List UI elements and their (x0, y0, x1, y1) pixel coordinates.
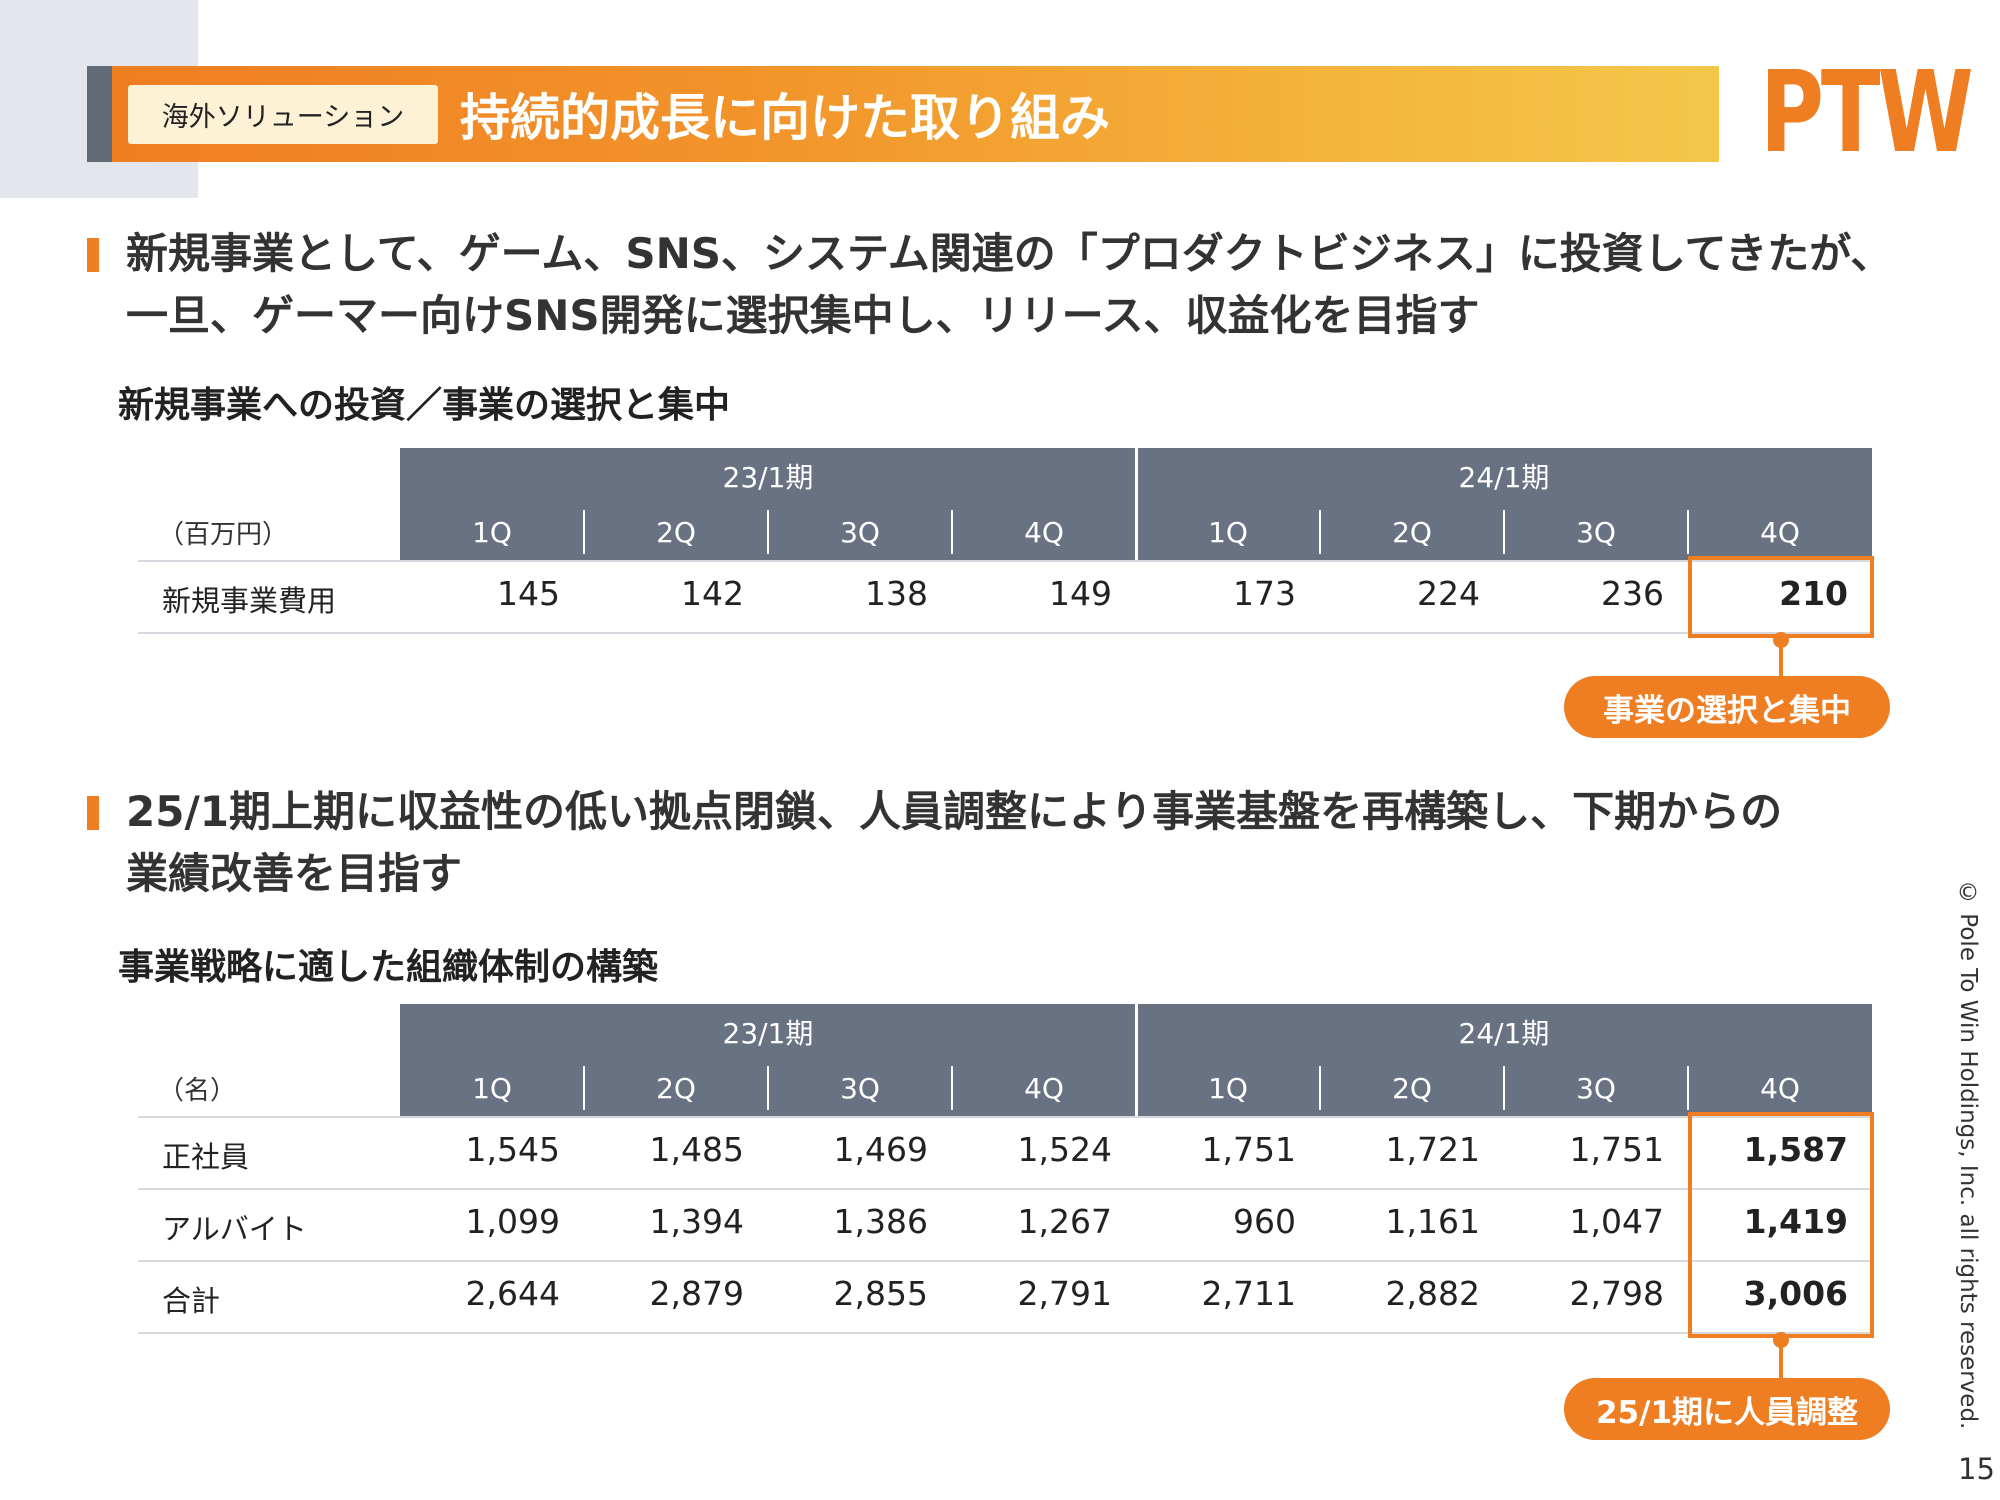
row-label: 合計 (162, 1284, 221, 1318)
quarter-header: 4Q (1688, 1060, 1872, 1116)
table-1-heading: 新規事業への投資／事業の選択と集中 (118, 385, 731, 426)
quarter-divider (583, 1066, 585, 1110)
bullet-2-line-1: 25/1期上期に収益性の低い拠点閉鎖、人員調整により事業基盤を再構築し、下期から… (126, 787, 1783, 836)
row-label: アルバイト (162, 1212, 307, 1246)
table-cell: 149 (1049, 574, 1112, 613)
quarter-divider (767, 510, 769, 554)
table-cell: 145 (497, 574, 560, 613)
bullet-2-line-2: 業績改善を目指す (126, 849, 463, 898)
table-cell: 138 (865, 574, 928, 613)
quarter-divider (1503, 510, 1505, 554)
table-cell: 2,879 (649, 1274, 744, 1313)
table-cell: 3,006 (1743, 1274, 1848, 1313)
table-cell: 142 (681, 574, 744, 613)
row-label: 正社員 (162, 1140, 250, 1174)
period-header: 24/1期 (1136, 448, 1872, 504)
table-cell: 1,047 (1569, 1202, 1664, 1241)
quarter-header: 1Q (1136, 1060, 1320, 1116)
table-cell: 1,267 (1017, 1202, 1112, 1241)
callout-badge: 事業の選択と集中 (1564, 676, 1890, 738)
bullet-marker (87, 238, 99, 272)
table-cell: 1,751 (1201, 1130, 1296, 1169)
table-cell: 2,644 (465, 1274, 560, 1313)
highlight-box (1688, 1112, 1874, 1338)
quarter-header: 2Q (1320, 1060, 1504, 1116)
table-cell: 1,386 (833, 1202, 928, 1241)
table-cell: 1,485 (649, 1130, 744, 1169)
bullet-marker (87, 796, 99, 830)
table-cell: 236 (1601, 574, 1664, 613)
quarter-header: 2Q (584, 504, 768, 560)
unit-label: （百万円） (158, 520, 289, 550)
period-header: 23/1期 (400, 448, 1136, 504)
table-cell: 1,469 (833, 1130, 928, 1169)
table-rule (138, 1188, 1872, 1190)
table-cell: 210 (1779, 574, 1848, 613)
quarter-header: 4Q (952, 1060, 1136, 1116)
table-cell: 1,394 (649, 1202, 744, 1241)
quarter-header: 3Q (768, 1060, 952, 1116)
table-cell: 224 (1417, 574, 1480, 613)
row-label: 新規事業費用 (162, 584, 337, 618)
title-bar-edge (87, 66, 112, 162)
quarter-divider (1319, 1066, 1321, 1110)
callout-connector (1779, 638, 1783, 676)
table-cell: 1,524 (1017, 1130, 1112, 1169)
quarter-header: 2Q (1320, 504, 1504, 560)
quarter-header: 3Q (1504, 1060, 1688, 1116)
period-header: 24/1期 (1136, 1004, 1872, 1060)
bullet-1-line-2: 一旦、ゲーマー向けSNS開発に選択集中し、リリース、収益化を目指す (126, 291, 1480, 340)
period-divider (1135, 448, 1138, 560)
quarter-divider (767, 1066, 769, 1110)
table-cell: 1,099 (465, 1202, 560, 1241)
unit-label: （名） (158, 1076, 237, 1106)
page-number: 15 (1958, 1452, 1995, 1486)
table-rule (138, 1116, 1872, 1118)
callout-badge: 25/1期に人員調整 (1564, 1378, 1890, 1440)
quarter-header: 3Q (768, 504, 952, 560)
table-rule (138, 1332, 1872, 1334)
quarter-divider (951, 1066, 953, 1110)
quarter-header: 4Q (1688, 504, 1872, 560)
quarter-header: 3Q (1504, 504, 1688, 560)
table-cell: 1,419 (1743, 1202, 1848, 1241)
table-cell: 1,161 (1385, 1202, 1480, 1241)
table-cell: 1,751 (1569, 1130, 1664, 1169)
quarter-header: 4Q (952, 504, 1136, 560)
page-title: 持続的成長に向けた取り組み (460, 89, 1110, 147)
table-rule (138, 632, 1872, 634)
quarter-divider (1687, 510, 1689, 554)
category-tag: 海外ソリューション (128, 85, 438, 144)
table-cell: 2,791 (1017, 1274, 1112, 1313)
table-cell: 173 (1233, 574, 1296, 613)
copyright-notice: © Pole To Win Holdings, Inc. all rights … (1955, 880, 1981, 1430)
highlight-box (1688, 556, 1874, 638)
period-divider (1135, 1004, 1138, 1116)
ptw-logo: PTW (1760, 48, 1974, 178)
bullet-1-line-1: 新規事業として、ゲーム、SNS、システム関連の「プロダクトビジネス」に投資してき… (126, 229, 1893, 278)
table-2-heading: 事業戦略に適した組織体制の構築 (118, 947, 659, 988)
table-cell: 1,721 (1385, 1130, 1480, 1169)
table-cell: 2,798 (1569, 1274, 1664, 1313)
quarter-header: 1Q (400, 504, 584, 560)
quarter-header: 2Q (584, 1060, 768, 1116)
table-rule (138, 1260, 1872, 1262)
quarter-divider (1687, 1066, 1689, 1110)
quarter-divider (951, 510, 953, 554)
table-cell: 960 (1233, 1202, 1296, 1241)
table-cell: 2,711 (1201, 1274, 1296, 1313)
quarter-header: 1Q (400, 1060, 584, 1116)
callout-connector (1779, 1338, 1783, 1378)
table-cell: 1,545 (465, 1130, 560, 1169)
period-header: 23/1期 (400, 1004, 1136, 1060)
table-cell: 1,587 (1743, 1130, 1848, 1169)
quarter-divider (1503, 1066, 1505, 1110)
quarter-divider (1319, 510, 1321, 554)
table-cell: 2,882 (1385, 1274, 1480, 1313)
table-rule (138, 560, 1872, 562)
quarter-divider (583, 510, 585, 554)
table-cell: 2,855 (833, 1274, 928, 1313)
quarter-header: 1Q (1136, 504, 1320, 560)
